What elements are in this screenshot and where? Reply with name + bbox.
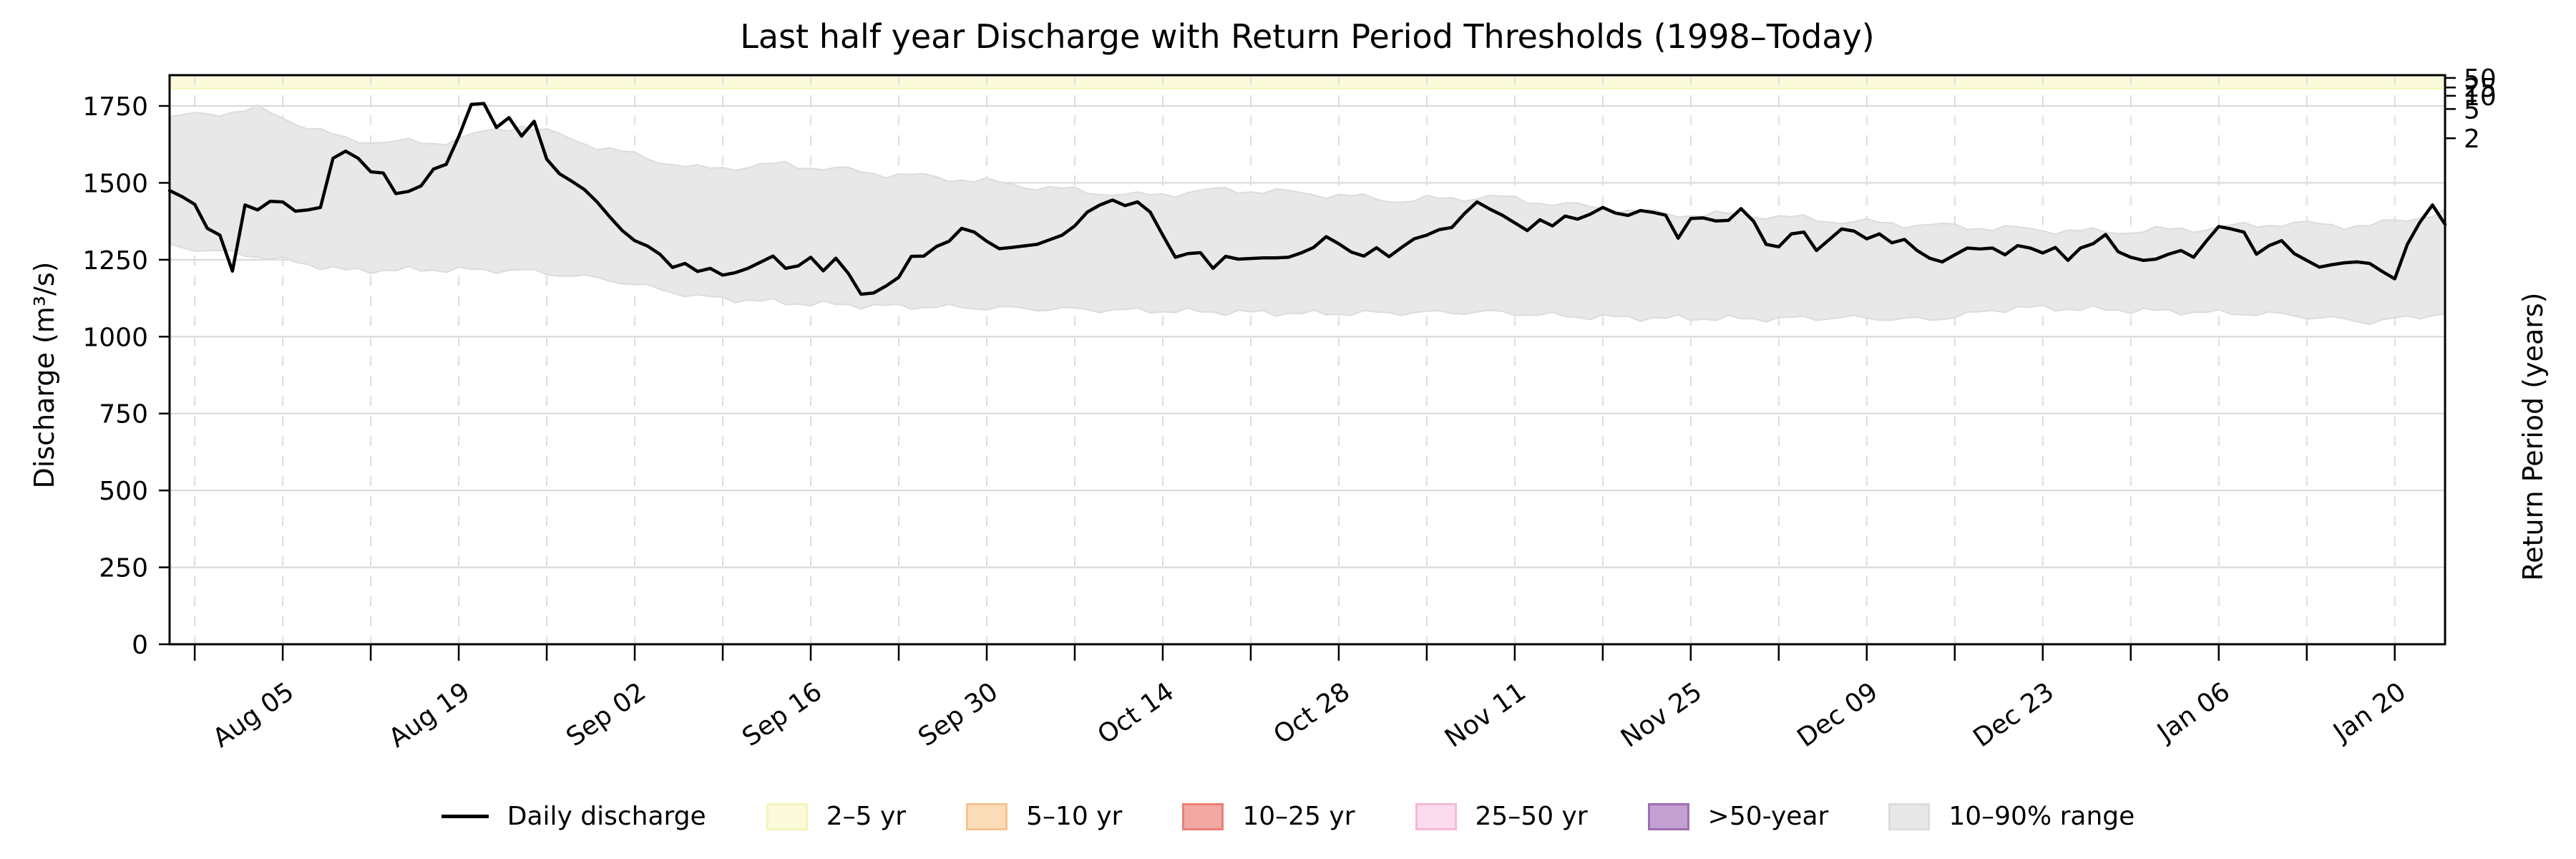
x-tick-label: Oct 14 (1093, 677, 1179, 750)
x-tick-label: Jan 20 (2327, 677, 2411, 748)
y-tick-label-left: 500 (99, 477, 148, 506)
discharge-line (167, 102, 2447, 296)
legend-label-band-2-5yr: 2–5 yr (826, 802, 907, 831)
x-tick-label: Dec 09 (1792, 677, 1883, 753)
legend-label-daily-discharge: Daily discharge (507, 802, 706, 831)
legend-label-band-10-90pct: 10–90% range (1948, 802, 2135, 831)
legend-item-band-25-50yr: 25–50 yr (1415, 802, 1588, 831)
x-tick-label: Sep 02 (561, 677, 651, 752)
y-tick-label-left: 750 (99, 400, 148, 430)
y-tick-label-left: 0 (132, 631, 148, 660)
threshold-span-2-5yr (170, 76, 2444, 89)
axes-spines (168, 74, 2446, 646)
x-tick-label: Aug 05 (208, 677, 299, 754)
legend-swatch-band-2-5yr (766, 802, 808, 830)
legend-item-daily-discharge: Daily discharge (441, 802, 706, 831)
y-tick-label-right: 25 (2464, 74, 2497, 103)
x-tick-label: Nov 11 (1440, 677, 1531, 754)
y-tick-label-right: 2 (2464, 125, 2480, 154)
legend-swatch-band-10-25yr (1182, 802, 1224, 830)
x-tick-label: Nov 25 (1616, 677, 1707, 754)
legend-swatch-band-25-50yr (1415, 802, 1457, 830)
y-tick-label-right: 5 (2464, 95, 2480, 125)
legend-swatch-band-gt50yr (1647, 802, 1689, 830)
y-tick-label-left: 1750 (82, 92, 148, 122)
y-tick-label-right: 10 (2464, 82, 2497, 112)
x-tick-label: Dec 23 (1968, 677, 2059, 753)
x-tick-label: Oct 28 (1269, 677, 1355, 750)
x-tick-label: Aug 19 (384, 677, 475, 754)
x-tick-label: Sep 30 (913, 677, 1003, 752)
legend-swatch-daily-discharge (441, 815, 489, 818)
legend: Daily discharge 2–5 yr 5–10 yr 10–25 yr 25–5… (0, 802, 2576, 831)
legend-item-band-gt50yr: >50-year (1647, 802, 1829, 831)
percentile-band (169, 104, 2446, 326)
legend-label-band-25-50yr: 25–50 yr (1475, 802, 1588, 831)
y-tick-label-right: 50 (2464, 64, 2497, 94)
legend-label-band-10-25yr: 10–25 yr (1242, 802, 1355, 831)
y-tick-label-left: 1250 (82, 246, 148, 276)
x-tick-label: Jan 06 (2151, 677, 2235, 748)
legend-label-band-gt50yr: >50-year (1707, 802, 1829, 831)
x-tick-label: Sep 16 (737, 677, 827, 752)
y-tick-label-left: 250 (99, 554, 148, 583)
legend-item-band-5-10yr: 5–10 yr (966, 802, 1122, 831)
y-tick-label-left: 1500 (82, 169, 148, 198)
legend-item-band-10-90pct: 10–90% range (1888, 802, 2135, 831)
legend-item-band-10-25yr: 10–25 yr (1182, 802, 1355, 831)
y-tick-label-left: 1000 (82, 323, 148, 352)
legend-item-band-2-5yr: 2–5 yr (766, 802, 906, 831)
legend-swatch-band-10-90pct (1888, 802, 1931, 830)
legend-swatch-band-5-10yr (966, 802, 1008, 830)
legend-label-band-5-10yr: 5–10 yr (1026, 802, 1123, 831)
chart-title: Last half year Discharge with Return Per… (740, 17, 1875, 56)
